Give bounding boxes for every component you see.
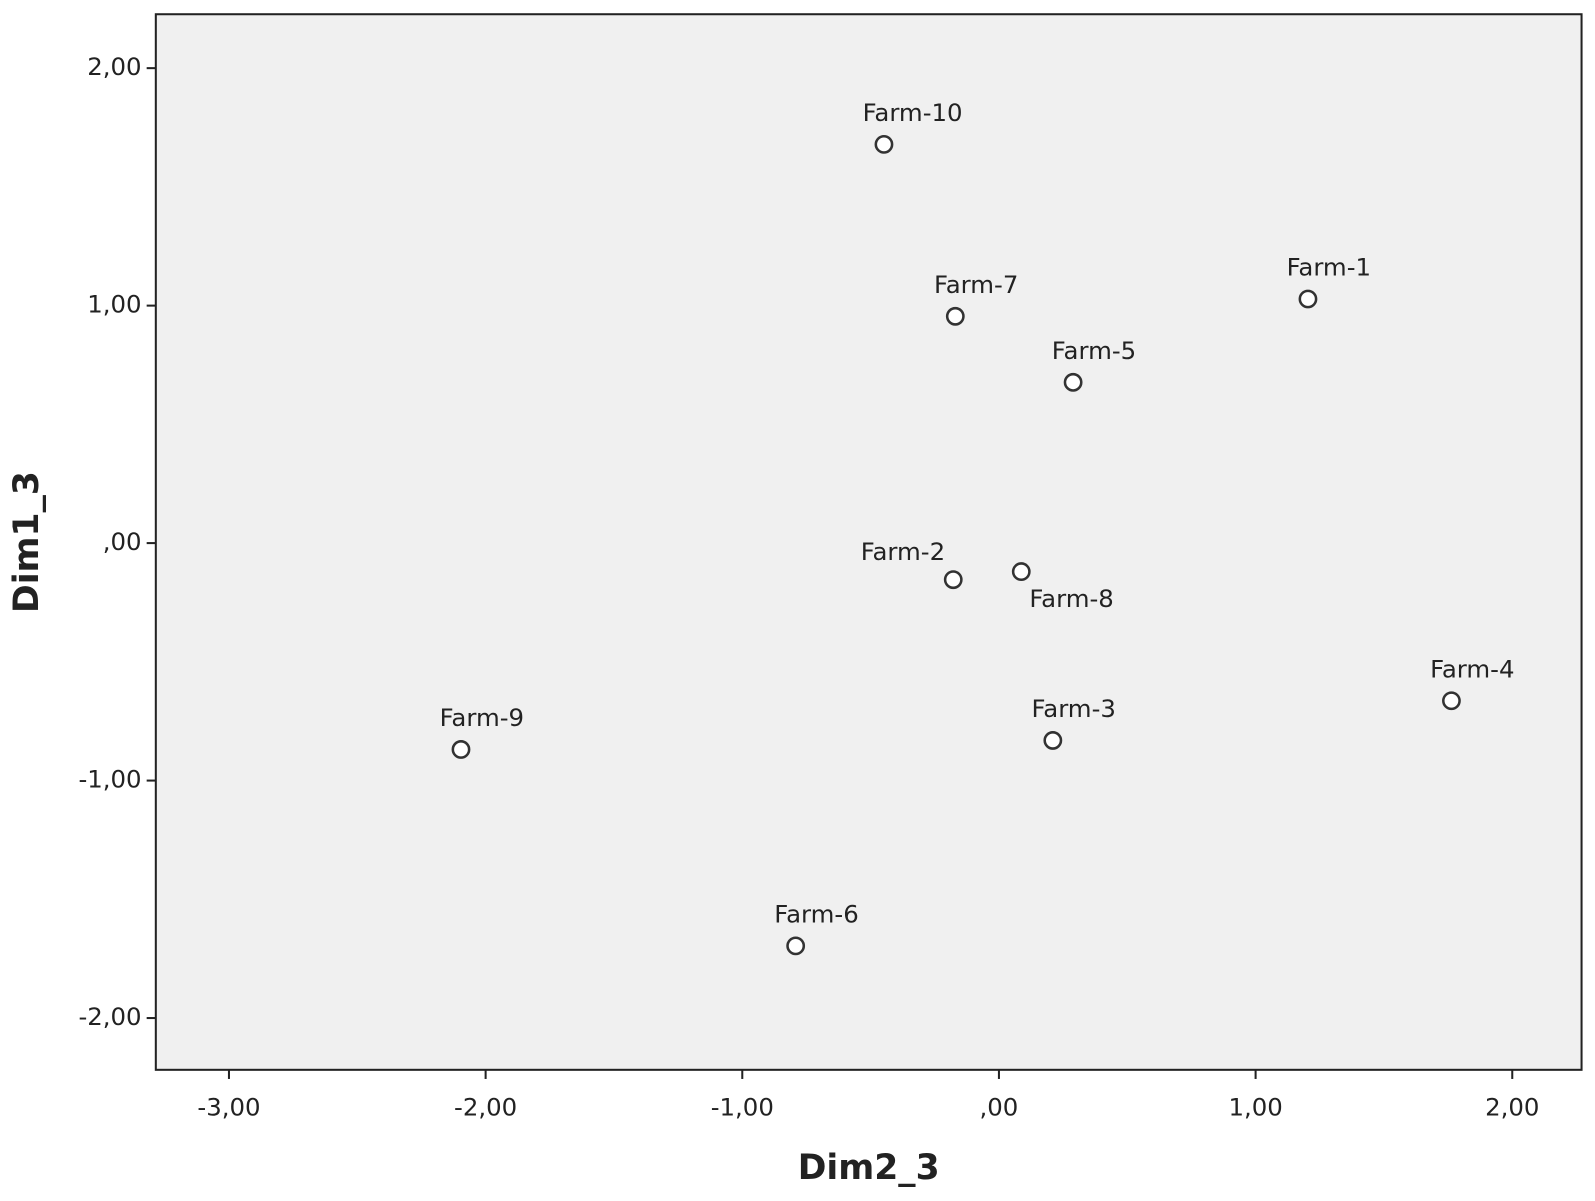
- point-label: Farm-7: [934, 270, 1018, 299]
- point-label: Farm-9: [440, 703, 524, 732]
- x-tick-label: 2,00: [1485, 1092, 1539, 1121]
- y-tick-label: 2,00: [87, 52, 141, 81]
- y-axis-title: Dim1_3: [7, 471, 47, 613]
- y-tick-label: -1,00: [78, 765, 141, 794]
- point: [786, 936, 806, 956]
- point-label: Farm-10: [863, 98, 963, 127]
- point: [1011, 562, 1031, 581]
- point: [1298, 289, 1318, 309]
- point-label: Farm-2: [861, 537, 945, 566]
- point-label: Farm-5: [1052, 336, 1136, 365]
- point-label: Farm-8: [1029, 584, 1113, 613]
- point-label: Farm-6: [774, 899, 858, 928]
- point: [945, 306, 965, 326]
- point: [1043, 731, 1063, 750]
- y-tick-label: 1,00: [87, 290, 141, 319]
- point: [874, 134, 894, 154]
- x-tick-label: 1,00: [1228, 1092, 1282, 1121]
- y-tick-label: ,00: [103, 527, 142, 556]
- x-tick-label: -2,00: [454, 1092, 517, 1121]
- point: [451, 740, 471, 759]
- point: [943, 570, 963, 590]
- x-axis-title: Dim2_3: [798, 1148, 940, 1188]
- y-tick-label: -2,00: [78, 1002, 141, 1031]
- point: [1442, 691, 1461, 711]
- point: [1063, 372, 1083, 392]
- x-tick-label: -1,00: [711, 1092, 774, 1121]
- x-tick-label: -3,00: [197, 1092, 260, 1121]
- point-label: Farm-1: [1287, 252, 1371, 281]
- point-label: Farm-3: [1031, 694, 1115, 723]
- plot-area: [154, 13, 1583, 1071]
- x-tick-label: ,00: [980, 1092, 1019, 1121]
- point-label: Farm-4: [1430, 654, 1514, 683]
